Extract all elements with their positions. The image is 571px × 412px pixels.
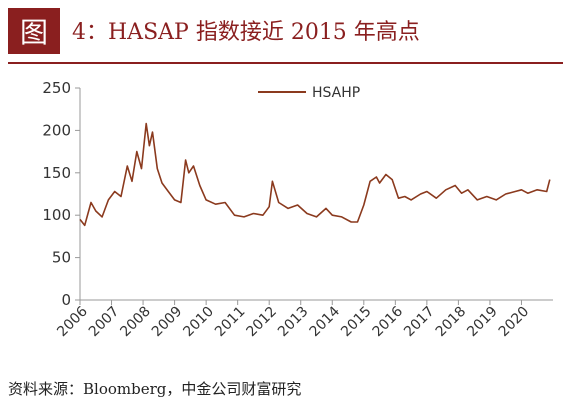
source-note: 资料来源：Bloomberg，中金公司财富研究 [8, 380, 302, 398]
x-tick-label: 2014 [307, 303, 344, 340]
y-tick-label: 100 [42, 206, 71, 224]
header-divider [8, 62, 563, 64]
series-line-hsahp [79, 122, 551, 227]
figure-badge: 图 [8, 8, 60, 54]
x-tick-label: 2006 [54, 303, 91, 340]
x-tick-label: 2011 [212, 304, 249, 341]
figure-header: 图 4：HASAP 指数接近 2015 年高点 [0, 0, 571, 64]
x-tick-label: 2010 [180, 304, 217, 341]
x-tick-label: 2018 [433, 304, 470, 341]
x-tick-label: 2007 [86, 304, 123, 341]
y-tick-label: 200 [42, 121, 71, 139]
x-tick-label: 2017 [401, 304, 438, 341]
figure-title: 4：HASAP 指数接近 2015 年高点 [72, 20, 420, 45]
y-tick-label: 50 [52, 249, 71, 267]
x-tick-label: 2013 [275, 304, 312, 341]
x-tick-label: 2019 [464, 304, 501, 341]
x-tick-label: 2008 [117, 304, 154, 341]
legend-label: HSAHP [312, 85, 360, 101]
y-tick-label: 150 [42, 164, 71, 182]
line-chart: 0501001502002502006200720082009201020112… [42, 79, 553, 341]
x-tick-label: 2012 [244, 304, 281, 341]
x-tick-label: 2009 [149, 304, 186, 341]
x-tick-label: 2016 [370, 303, 407, 340]
x-tick-label: 2020 [496, 304, 533, 341]
y-tick-label: 250 [42, 79, 71, 97]
y-tick-label: 0 [61, 291, 71, 309]
x-tick-label: 2015 [338, 304, 375, 341]
